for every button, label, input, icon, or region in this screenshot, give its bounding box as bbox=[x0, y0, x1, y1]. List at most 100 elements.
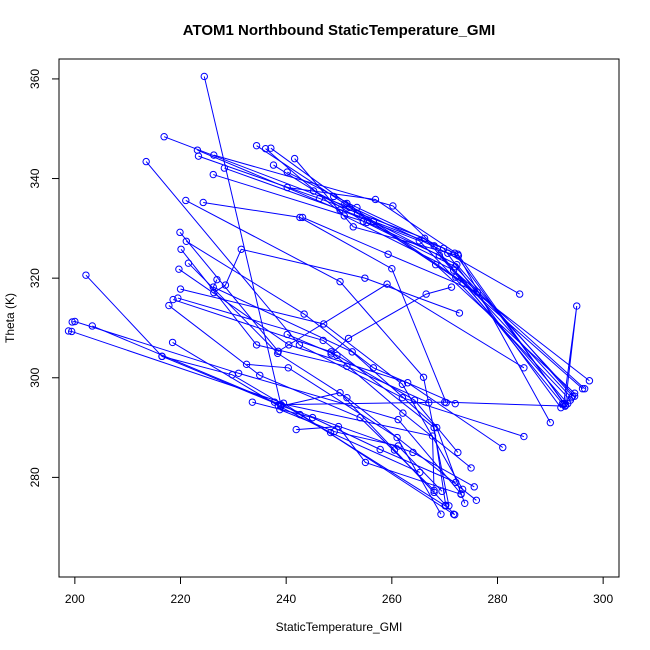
data-point bbox=[184, 259, 193, 267]
data-point bbox=[174, 294, 182, 302]
data-series bbox=[177, 245, 433, 407]
data-point bbox=[220, 164, 229, 172]
data-point bbox=[470, 483, 478, 491]
data-point bbox=[454, 448, 462, 457]
data-point bbox=[454, 250, 462, 258]
data-point bbox=[334, 422, 343, 431]
x-tick-label: 240 bbox=[276, 592, 296, 606]
data-series bbox=[248, 398, 460, 487]
series-line bbox=[287, 187, 565, 404]
data-point bbox=[422, 290, 430, 298]
data-point bbox=[430, 488, 438, 497]
data-point bbox=[451, 511, 459, 519]
data-point bbox=[336, 389, 344, 397]
series-line bbox=[330, 286, 452, 355]
data-point bbox=[361, 458, 370, 467]
data-point bbox=[64, 327, 73, 335]
series-line bbox=[273, 164, 575, 397]
data-point bbox=[256, 371, 264, 379]
data-series bbox=[209, 275, 469, 507]
data-point bbox=[348, 348, 356, 356]
data-point bbox=[142, 157, 150, 166]
data-point bbox=[461, 499, 469, 507]
series-line bbox=[296, 426, 462, 495]
data-series bbox=[261, 144, 589, 393]
data-point bbox=[158, 352, 166, 361]
data-point bbox=[292, 425, 300, 434]
data-point bbox=[580, 385, 589, 393]
series-line bbox=[145, 161, 525, 438]
data-point bbox=[344, 334, 353, 343]
data-point bbox=[394, 415, 402, 424]
data-point bbox=[393, 433, 401, 442]
data-point bbox=[290, 154, 299, 163]
data-series bbox=[209, 170, 572, 408]
data-series bbox=[283, 330, 462, 457]
data-point bbox=[425, 398, 433, 407]
data-point bbox=[573, 302, 581, 310]
data-point bbox=[82, 271, 90, 279]
data-point bbox=[88, 322, 96, 330]
series-line bbox=[213, 248, 460, 314]
series-line bbox=[265, 148, 585, 390]
data-point bbox=[283, 183, 291, 192]
series-line bbox=[168, 305, 435, 491]
series-line bbox=[302, 216, 478, 293]
data-series bbox=[292, 422, 465, 499]
data-point bbox=[200, 72, 208, 81]
data-point bbox=[473, 288, 482, 296]
series-line bbox=[270, 147, 590, 382]
data-series bbox=[175, 265, 507, 452]
data-point bbox=[458, 485, 467, 494]
data-point bbox=[564, 399, 572, 408]
data-point bbox=[578, 385, 587, 393]
data-point bbox=[67, 327, 76, 336]
data-point bbox=[341, 200, 349, 208]
data-point bbox=[319, 320, 328, 328]
data-point bbox=[213, 275, 221, 284]
series-line bbox=[252, 401, 456, 483]
data-point bbox=[68, 318, 76, 326]
data-series bbox=[200, 72, 581, 410]
data-point bbox=[389, 202, 397, 210]
data-series bbox=[184, 259, 481, 504]
series-line bbox=[287, 171, 567, 406]
data-point bbox=[388, 264, 396, 273]
data-point bbox=[182, 196, 190, 205]
series-line bbox=[177, 297, 447, 506]
x-axis: 200 220 240 260 280 300 bbox=[65, 576, 613, 606]
data-point bbox=[361, 274, 369, 282]
data-point bbox=[248, 398, 257, 406]
data-point bbox=[472, 496, 481, 504]
data-point bbox=[449, 266, 458, 274]
data-point bbox=[267, 144, 275, 152]
x-tick-label: 280 bbox=[487, 592, 507, 606]
data-point bbox=[428, 432, 437, 440]
data-series bbox=[298, 213, 482, 296]
data-point bbox=[546, 418, 555, 427]
x-tick-label: 300 bbox=[593, 592, 613, 606]
data-point bbox=[237, 245, 245, 253]
data-point bbox=[252, 341, 261, 349]
data-point bbox=[252, 141, 261, 150]
series-line bbox=[68, 330, 454, 515]
data-point bbox=[276, 405, 284, 414]
data-point bbox=[209, 170, 217, 179]
data-point bbox=[199, 198, 207, 207]
data-point bbox=[363, 218, 371, 227]
series-line bbox=[92, 325, 435, 493]
y-axis: 280 300 320 340 360 bbox=[28, 69, 60, 487]
data-point bbox=[242, 360, 251, 369]
data-point bbox=[284, 364, 292, 372]
data-point bbox=[210, 151, 218, 159]
data-point bbox=[165, 301, 173, 310]
data-point bbox=[319, 336, 327, 345]
data-point bbox=[343, 393, 351, 402]
data-point bbox=[438, 487, 446, 496]
series-line bbox=[172, 341, 421, 473]
series-line bbox=[198, 155, 572, 399]
series-line bbox=[212, 279, 466, 504]
data-point bbox=[520, 364, 528, 372]
plot-frame bbox=[58, 58, 620, 578]
series-line bbox=[188, 262, 477, 501]
